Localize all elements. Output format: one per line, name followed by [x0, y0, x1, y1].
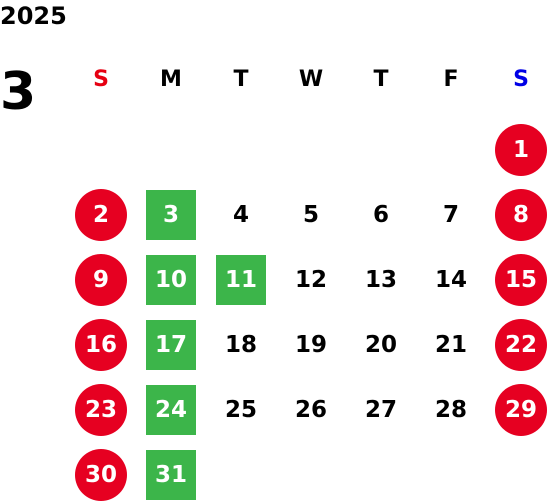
calendar-day-31: 31: [146, 450, 196, 500]
weekday-label-weekday-4: T: [373, 67, 389, 92]
weekday-label-weekday-1: M: [160, 67, 182, 92]
calendar-day-24: 24: [146, 385, 196, 435]
calendar-day-13: 13: [364, 267, 397, 293]
calendar-day-30: 30: [75, 449, 127, 501]
weekday-label-weekday-2: T: [233, 67, 249, 92]
calendar-day-26: 26: [294, 397, 327, 423]
calendar-month: 3: [0, 62, 37, 122]
calendar-day-16: 16: [75, 319, 127, 371]
calendar-day-25: 25: [224, 397, 257, 423]
weekday-label-sunday-0: S: [93, 67, 109, 92]
calendar-day-7: 7: [442, 202, 459, 228]
calendar-day-9: 9: [75, 254, 127, 306]
weekday-label-weekday-3: W: [298, 67, 324, 92]
calendar-day-4: 4: [232, 202, 249, 228]
calendar-day-28: 28: [434, 397, 467, 423]
calendar-day-23: 23: [75, 384, 127, 436]
calendar-day-1: 1: [495, 124, 547, 176]
calendar-day-12: 12: [294, 267, 327, 293]
calendar-day-11: 11: [216, 255, 266, 305]
calendar-day-10: 10: [146, 255, 196, 305]
calendar-day-18: 18: [224, 332, 257, 358]
calendar-day-8: 8: [495, 189, 547, 241]
calendar-day-5: 5: [302, 202, 319, 228]
calendar-day-27: 27: [364, 397, 397, 423]
calendar-day-21: 21: [434, 332, 467, 358]
calendar-day-17: 17: [146, 320, 196, 370]
calendar-day-3: 3: [146, 190, 196, 240]
calendar-day-29: 29: [495, 384, 547, 436]
calendar-day-22: 22: [495, 319, 547, 371]
calendar-year: 2025: [0, 2, 67, 30]
calendar-day-20: 20: [364, 332, 397, 358]
weekday-label-saturday-6: S: [513, 67, 529, 92]
calendar-day-2: 2: [75, 189, 127, 241]
calendar-day-19: 19: [294, 332, 327, 358]
weekday-label-weekday-5: F: [443, 67, 459, 92]
calendar-day-15: 15: [495, 254, 547, 306]
calendar-day-14: 14: [434, 267, 467, 293]
calendar-day-6: 6: [372, 202, 389, 228]
